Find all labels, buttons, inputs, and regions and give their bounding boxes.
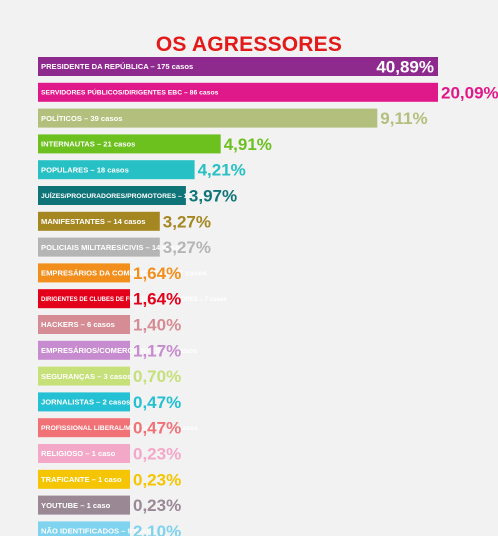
bar: [38, 418, 130, 438]
bar-category-label: JUÍZES/PROCURADORES/PROMOTORES – 17 caso…: [41, 191, 213, 200]
bar-value-label: 0,23%: [133, 445, 181, 464]
bar-category-label: EMPRESÁRIOS DA COMUNICAÇÃO – 7 casos: [41, 269, 207, 278]
bar-value-label: 0,47%: [133, 419, 181, 438]
bar: [38, 444, 130, 463]
bar-value-label: 40,89%: [376, 58, 434, 77]
chart-title: OS AGRESSORES: [155, 33, 343, 56]
bar: [38, 237, 160, 257]
bar-category-label: MANIFESTANTES – 14 casos: [41, 217, 146, 226]
bar-value-label: 0,70%: [133, 367, 181, 386]
bar-value-label: 0,23%: [133, 496, 181, 515]
bar: [38, 392, 130, 412]
bar: [38, 57, 438, 76]
bar-category-label: POLÍTICOS – 39 casos: [41, 114, 122, 123]
bar-value-label: 1,17%: [133, 341, 181, 360]
bar-category-label: YOUTUBE – 1 caso: [41, 501, 111, 510]
bar-category-label: POLICIAIS MILITARES/CIVIS – 14 casos: [41, 243, 184, 252]
bar: [38, 469, 130, 489]
bar-category-label: SERVIDORES PÚBLICOS/DIRIGENTES EBC – 86 …: [41, 88, 219, 97]
bar: [38, 134, 221, 154]
bar-category-label: DIRIGENTES DE CLUBES DE FUTEBOL/TORCEDOR…: [41, 297, 227, 303]
bar-value-label: 20,09%: [441, 83, 498, 102]
bar: [38, 315, 130, 334]
bar-value-label: 2,10%: [133, 522, 181, 536]
bar-value-label: 9,11%: [380, 109, 427, 128]
bar-category-label: HACKERS – 6 casos: [41, 320, 115, 329]
bar-category-label: PRESIDENTE DA REPÚBLICA – 175 casos: [41, 62, 193, 71]
bar-value-label: 4,91%: [224, 135, 272, 154]
bar: [38, 289, 130, 309]
bar-category-label: NÃO IDENTIFICADOS – 9 casos: [41, 527, 155, 536]
bar-value-label: 0,23%: [133, 470, 181, 489]
bar-category-label: EMPRESÁRIOS/COMERCIANTES – 5 casos: [41, 346, 197, 355]
bar: [38, 366, 130, 386]
bar: [38, 160, 195, 180]
bar-category-label: SEGURANÇAS – 3 casos: [41, 372, 131, 381]
bar-value-label: 0,47%: [133, 393, 181, 412]
bar-category-label: PROFISSIONAL LIBERAL/MOTORISTA – 2 casos: [41, 425, 198, 432]
bar: [38, 521, 130, 536]
bar-value-label: 3,27%: [163, 212, 211, 231]
bar-category-label: JORNALISTAS – 2 casos: [41, 398, 130, 407]
bar-value-label: 3,27%: [163, 238, 211, 257]
bar-value-label: 4,21%: [198, 161, 246, 180]
bar-value-label: 1,64%: [133, 264, 181, 283]
bar: [38, 186, 186, 205]
bar: [38, 108, 378, 128]
bar-category-label: TRAFICANTE – 1 caso: [41, 475, 122, 484]
bar: [38, 263, 130, 283]
bar: [38, 211, 160, 231]
bar: [38, 340, 130, 360]
bar-category-label: RELIGIOSO – 1 caso: [41, 449, 116, 458]
bar-value-label: 1,64%: [133, 290, 181, 309]
bar-category-label: POPULARES – 18 casos: [41, 165, 129, 174]
bar-value-label: 3,97%: [189, 187, 237, 206]
bar-category-label: INTERNAUTAS – 21 casos: [41, 140, 135, 149]
bar-value-label: 1,40%: [133, 316, 181, 335]
bar: [38, 82, 438, 102]
bar: [38, 495, 130, 515]
